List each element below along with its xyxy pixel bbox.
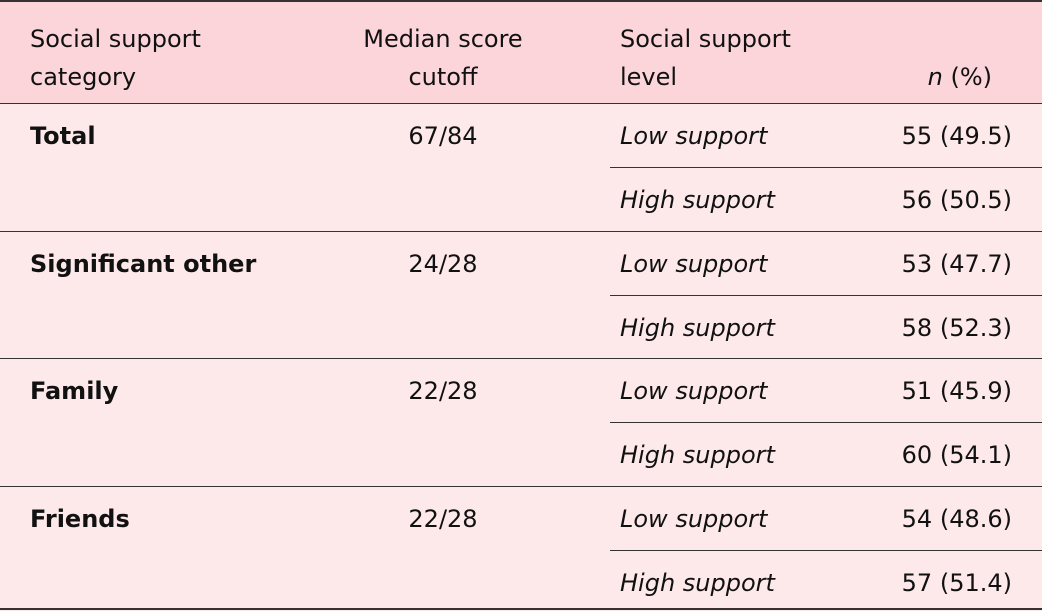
category: Significant other — [30, 249, 257, 278]
category: Total — [30, 122, 96, 150]
count: 56 (50.5) — [901, 186, 1012, 214]
row-group: Family 22/28 Low support 51 (45.9) High supp… — [0, 358, 1042, 486]
cutoff: 22/28 — [408, 504, 478, 533]
level: High support — [620, 441, 775, 469]
level-row: High support 58 (52.3) — [610, 296, 1042, 360]
row-separator — [610, 294, 1042, 296]
level-row: High support 56 (50.5) — [610, 168, 1042, 232]
row-group: Friends 22/28 Low support 54 (48.6) High sup… — [0, 485, 1042, 615]
category: Friends — [30, 504, 130, 533]
level: High support — [620, 568, 775, 597]
level: Low support — [620, 122, 768, 150]
count: 55 (49.5) — [901, 122, 1012, 150]
bottom-rule — [0, 608, 1042, 610]
level-row: Low support 54 (48.6) — [610, 487, 1042, 551]
level: High support — [620, 186, 775, 214]
count: 54 (48.6) — [901, 504, 1012, 533]
level: High support — [620, 313, 775, 342]
level: Low support — [620, 249, 768, 278]
count: 57 (51.4) — [901, 568, 1012, 597]
row-separator — [610, 167, 1042, 168]
cutoff: 24/28 — [408, 249, 478, 278]
header-n: n (%) — [928, 58, 992, 96]
level-row: High support 60 (54.1) — [610, 423, 1042, 487]
level-row: Low support 55 (49.5) — [610, 104, 1042, 168]
cutoff: 22/28 — [408, 377, 478, 405]
level: Low support — [620, 377, 768, 405]
row-separator — [610, 549, 1042, 551]
row-group: Significant other 24/28 Low support 53 (47.… — [0, 230, 1042, 360]
level: Low support — [620, 504, 768, 533]
header-n-symbol: n — [927, 63, 943, 91]
level-row: Low support 53 (47.7) — [610, 232, 1042, 296]
row-separator — [610, 422, 1042, 423]
header-category: Social support category — [30, 25, 201, 91]
level-row: Low support 51 (45.9) — [610, 359, 1042, 423]
header-level: Social support level — [620, 25, 791, 91]
count: 60 (54.1) — [901, 441, 1012, 469]
header-percent: (%) — [950, 63, 992, 91]
category: Family — [30, 377, 119, 405]
row-group: Total 67/84 Low support 55 (49.5) High suppo… — [0, 103, 1042, 231]
level-row: High support 57 (51.4) — [610, 551, 1042, 615]
count: 58 (52.3) — [901, 313, 1012, 342]
count: 51 (45.9) — [901, 377, 1012, 405]
cutoff: 67/84 — [408, 122, 478, 150]
count: 53 (47.7) — [901, 249, 1012, 278]
header-cutoff: Median score cutoff — [363, 25, 523, 91]
table-header: Social support category Median score cut… — [0, 0, 1042, 103]
